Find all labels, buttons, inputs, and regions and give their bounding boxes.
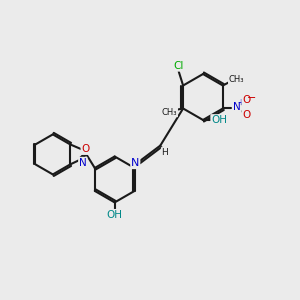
- Text: N: N: [79, 158, 87, 168]
- Text: O: O: [81, 144, 90, 154]
- Text: O: O: [242, 95, 250, 105]
- Text: OH: OH: [211, 115, 227, 125]
- Text: CH₃: CH₃: [162, 107, 177, 116]
- Text: O: O: [242, 110, 250, 120]
- Text: Cl: Cl: [173, 61, 184, 71]
- Text: H: H: [161, 148, 168, 157]
- Text: N: N: [131, 158, 140, 168]
- Text: OH: OH: [107, 210, 123, 220]
- Text: −: −: [247, 93, 256, 103]
- Text: +: +: [238, 98, 244, 107]
- Text: N: N: [233, 102, 241, 112]
- Text: CH₃: CH₃: [229, 74, 244, 83]
